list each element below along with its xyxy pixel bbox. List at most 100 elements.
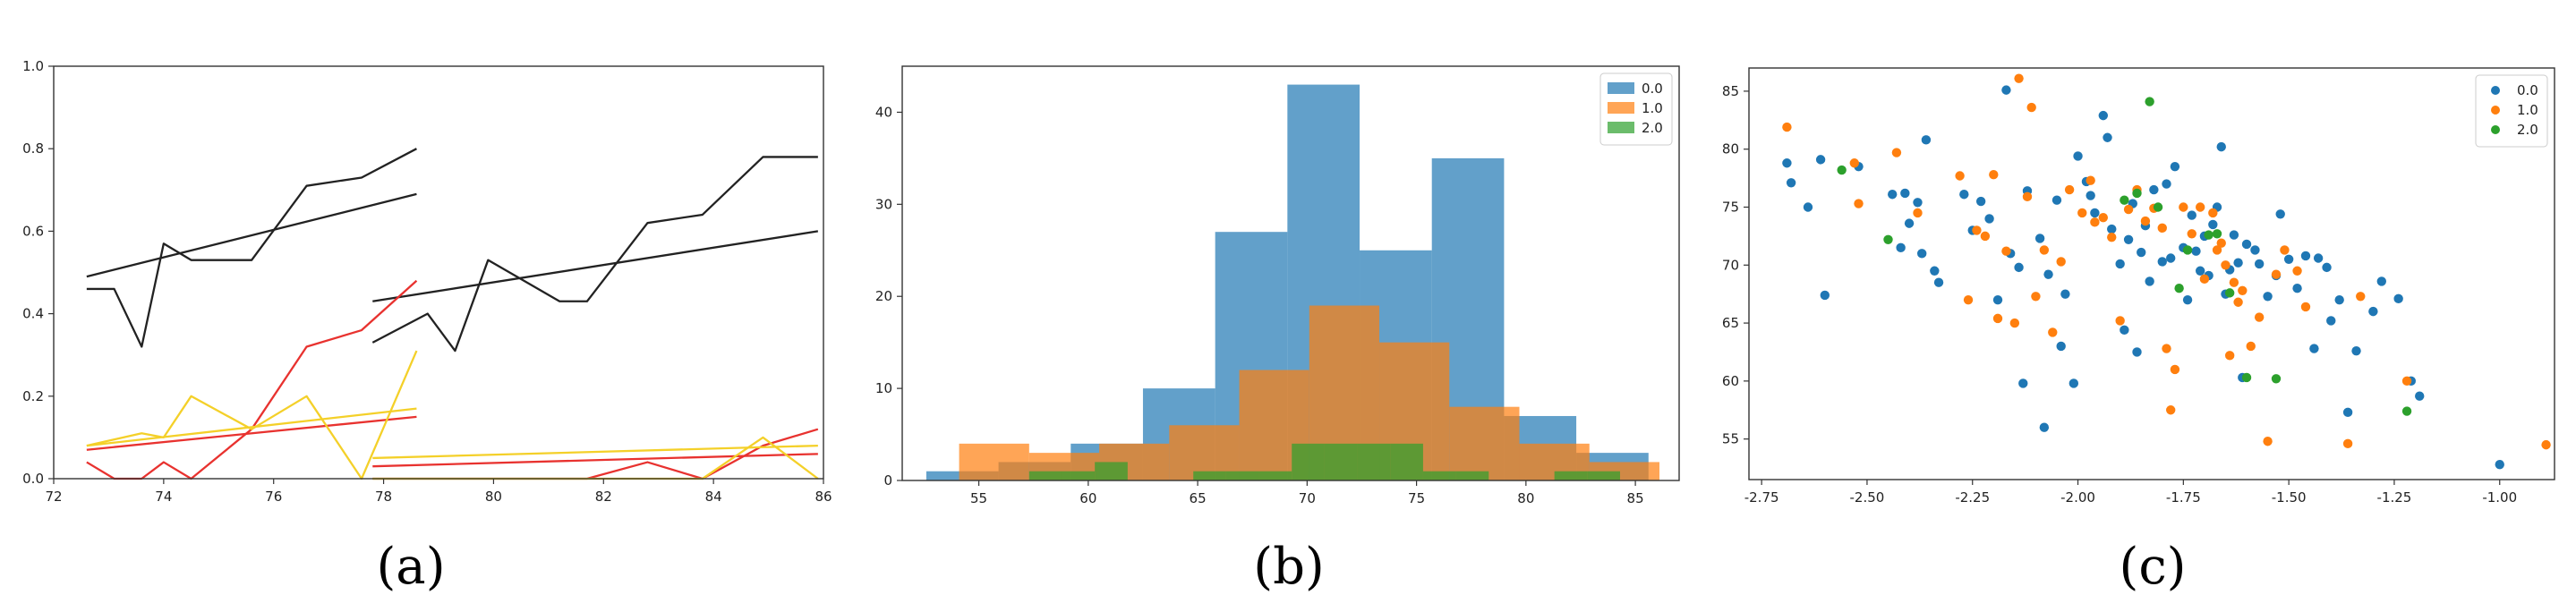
y-tick-label: 75 — [1722, 199, 1739, 215]
axes-frame — [53, 65, 824, 480]
scatter-point — [2086, 191, 2095, 200]
scatter-point — [2137, 247, 2146, 258]
scatter-point — [2153, 202, 2163, 212]
legend-label: 0.0 — [2517, 82, 2538, 98]
scatter-point — [2048, 327, 2058, 337]
scatter-point — [2216, 238, 2226, 248]
legend-swatch — [1608, 102, 1634, 114]
x-tick-label: 86 — [815, 489, 832, 505]
scatter-point — [2056, 257, 2066, 267]
x-tick-label: -1.25 — [2377, 489, 2412, 506]
scatter-point — [2204, 230, 2213, 240]
scatter-point — [2495, 459, 2504, 470]
scatter-point — [2170, 161, 2180, 172]
scatter-point — [2098, 110, 2109, 121]
scatter-point — [2120, 325, 2129, 336]
scatter-point — [2401, 376, 2412, 387]
histogram-panel: 55 60 65 70 75 80 85 0 10 20 30 40 0.0 1.0 2.0 (b) — [875, 65, 1680, 596]
scatter-point — [2026, 102, 2036, 113]
scatter-point — [2224, 351, 2235, 361]
scatter-point — [2224, 288, 2235, 298]
scatter-point — [2140, 216, 2151, 226]
scatter-point — [2212, 229, 2222, 239]
scatter-point — [1989, 170, 1999, 180]
scatter-point — [2182, 245, 2193, 255]
y-tick-label: 70 — [1722, 257, 1739, 273]
scatter-point — [2009, 318, 2020, 328]
histogram-bar — [1449, 406, 1520, 480]
legend-label: 1.0 — [1642, 100, 1663, 116]
histogram-bar — [1554, 471, 1588, 480]
legend-marker — [2491, 125, 2500, 134]
axes-frame — [901, 65, 1680, 481]
histogram-bar — [1455, 471, 1489, 480]
scatter-point — [2157, 223, 2167, 234]
scatter-point — [2356, 292, 2366, 302]
scatter-point — [1883, 234, 1893, 244]
scatter-point — [1984, 214, 1994, 224]
scatter-point — [2043, 269, 2053, 279]
x-tick-label: 60 — [1079, 490, 1096, 506]
scatter-point — [2123, 204, 2134, 215]
scatter-point — [2103, 132, 2112, 142]
scatter-point — [2034, 234, 2045, 243]
y-tick-label: 0.2 — [22, 388, 44, 404]
scatter-point — [1992, 313, 2003, 324]
histogram-bar — [1193, 471, 1226, 480]
x-tick-label: -2.00 — [2060, 489, 2095, 506]
y-tick-label: 0.6 — [22, 223, 44, 239]
scatter-point — [2229, 277, 2239, 287]
series-line — [372, 444, 818, 460]
scatter-point — [2292, 266, 2302, 276]
scatter-point — [2221, 260, 2231, 270]
scatter-point — [2132, 188, 2142, 199]
y-axis: 0.0 0.2 0.4 0.6 0.8 1.0 — [22, 58, 54, 487]
y-tick-label: 1.0 — [22, 58, 44, 74]
scatter-point — [2014, 73, 2024, 83]
legend: 0.0 1.0 2.0 — [1599, 72, 1673, 146]
scatter-point — [2068, 378, 2079, 388]
scatter-point — [1900, 188, 1910, 199]
scatter-point — [1963, 294, 1974, 305]
line-chart-panel: 72 74 76 78 80 82 84 86 0.0 0.2 0.4 0.6 0.8 1.0 (a) — [22, 58, 832, 596]
x-axis: 72 74 76 78 80 82 84 86 — [45, 479, 832, 505]
panel-label-a: (a) — [376, 538, 445, 596]
scatter-point — [2254, 312, 2265, 322]
scatter-point — [2376, 276, 2387, 286]
scatter-point — [1916, 249, 1927, 259]
scatter-point — [2241, 239, 2252, 250]
scatter-point — [1933, 277, 1944, 287]
plot-area — [86, 148, 819, 480]
scatter-point — [1921, 135, 1932, 145]
legend-marker — [2491, 106, 2500, 115]
x-tick-label: 76 — [265, 489, 282, 505]
x-tick-label: 55 — [970, 490, 987, 506]
scatter-point — [2229, 230, 2239, 240]
scatter-point — [2334, 294, 2344, 305]
histogram-bar — [1292, 443, 1325, 480]
scatter-point — [2086, 175, 2095, 185]
scatter-point — [2145, 97, 2154, 106]
histogram-bar — [1357, 443, 1391, 480]
scatter-point — [2368, 306, 2378, 317]
scatter-point — [1888, 190, 1898, 200]
scatter-point — [2018, 378, 2028, 388]
scatter-point — [2401, 406, 2412, 416]
scatter-point — [2115, 316, 2125, 326]
scatter-point — [2090, 217, 2100, 227]
series-line — [86, 350, 418, 480]
scatter-point — [1849, 158, 1860, 168]
scatter-point — [1955, 171, 1965, 181]
y-tick-label: 65 — [1722, 315, 1739, 331]
scatter-point — [2250, 245, 2260, 255]
x-tick-label: -1.50 — [2272, 489, 2307, 506]
x-tick-label: 70 — [1299, 490, 1316, 506]
y-tick-label: 0.8 — [22, 140, 44, 157]
scatter-point — [2166, 405, 2176, 415]
scatter-point — [2208, 219, 2218, 230]
series-line — [372, 453, 818, 468]
scatter-point — [2182, 294, 2193, 305]
scatter-point — [2056, 341, 2066, 352]
scatter-point — [2326, 316, 2336, 326]
x-tick-label: 80 — [1517, 490, 1534, 506]
